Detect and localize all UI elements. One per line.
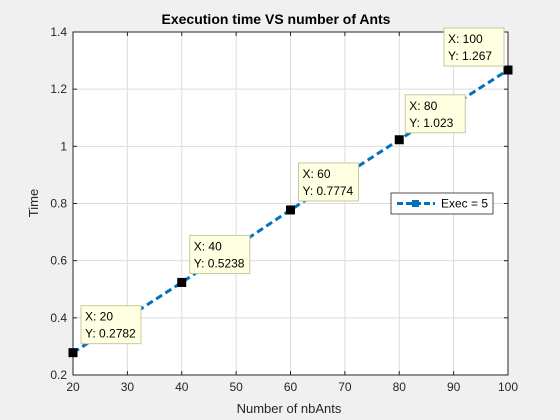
datatip: X: 80 Y: 1.023 [405,95,465,133]
datatip: X: 40 Y: 0.5238 [190,235,250,273]
datatip-x-text: X: 20 [85,310,113,324]
x-tick-label: 100 [498,380,518,394]
y-tick-label: 0.8 [50,197,67,211]
datatip-x-text: X: 60 [303,167,331,181]
y-tick-label: 0.4 [50,311,67,325]
legend-marker-swatch [412,200,419,207]
x-axis-label: Number of nbAnts [237,401,342,416]
datatip: X: 100 Y: 1.267 [444,28,504,66]
data-point-marker [286,205,295,214]
x-tick-label: 70 [338,380,352,394]
x-tick-label: 40 [175,380,189,394]
datatip-y-text: Y: 1.267 [448,49,492,63]
datatip: X: 60 Y: 0.7774 [299,163,359,201]
y-tick-label: 1.2 [50,82,67,96]
datatip-y-text: Y: 0.7774 [303,184,354,198]
x-tick-label: 20 [66,380,80,394]
chart-title: Execution time VS number of Ants [162,11,391,27]
datatip-y-text: Y: 1.023 [409,116,453,130]
datatip-x-text: X: 100 [448,32,483,46]
y-axis-label: Time [26,189,41,217]
y-tick-label: 0.2 [50,368,67,382]
x-tick-label: 60 [284,380,298,394]
datatip-x-text: X: 80 [409,99,437,113]
y-tick-label: 1.4 [50,25,67,39]
legend-entry-label: Exec = 5 [441,197,488,211]
data-point-marker [177,278,186,287]
x-tick-label: 80 [393,380,407,394]
x-tick-label: 30 [121,380,135,394]
x-tick-label: 50 [229,380,243,394]
datatip-y-text: Y: 0.5238 [194,256,245,270]
y-tick-label: 1 [60,139,67,153]
data-point-marker [504,66,513,75]
legend: Exec = 5 [391,193,493,214]
data-point-marker [69,348,78,357]
data-point-marker [395,135,404,144]
datatip-y-text: Y: 0.2782 [85,327,136,341]
datatip: X: 20 Y: 0.2782 [81,306,141,344]
y-tick-label: 0.6 [50,254,67,268]
x-tick-label: 90 [447,380,461,394]
datatip-x-text: X: 40 [194,239,222,253]
